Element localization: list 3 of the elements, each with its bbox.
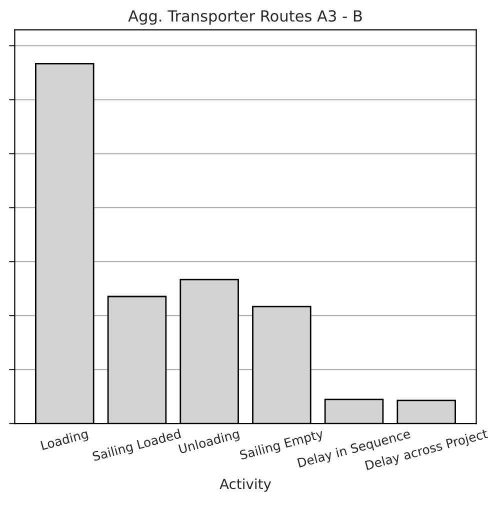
chart-title: Agg. Transporter Routes A3 - B xyxy=(128,10,362,25)
x-tick-label: Loading xyxy=(40,428,89,453)
x-axis-title: Activity xyxy=(220,478,272,492)
